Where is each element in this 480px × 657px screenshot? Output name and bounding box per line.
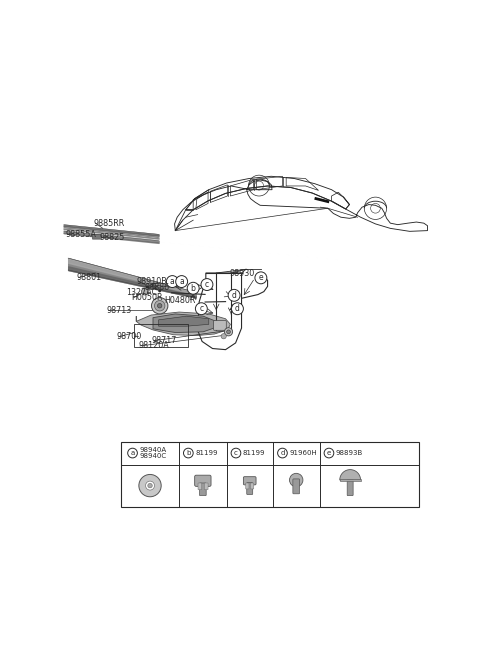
Circle shape xyxy=(142,288,148,295)
Text: 98700: 98700 xyxy=(117,332,142,342)
Polygon shape xyxy=(136,312,230,336)
Circle shape xyxy=(145,481,155,490)
FancyBboxPatch shape xyxy=(214,321,226,330)
Wedge shape xyxy=(340,470,360,480)
Circle shape xyxy=(155,300,165,311)
Text: 98825: 98825 xyxy=(99,233,124,242)
Text: 98801: 98801 xyxy=(77,273,102,282)
Text: 98855A: 98855A xyxy=(66,230,96,239)
Text: e: e xyxy=(259,273,263,283)
Circle shape xyxy=(158,289,161,292)
Circle shape xyxy=(231,303,243,315)
FancyBboxPatch shape xyxy=(246,483,249,489)
Circle shape xyxy=(221,334,226,339)
Circle shape xyxy=(176,276,188,288)
Bar xyxy=(121,442,419,507)
Text: d: d xyxy=(232,291,237,300)
Text: 98886: 98886 xyxy=(145,283,170,292)
FancyBboxPatch shape xyxy=(243,477,256,485)
Text: 98930: 98930 xyxy=(229,269,254,277)
Circle shape xyxy=(157,304,162,308)
FancyBboxPatch shape xyxy=(204,483,208,489)
Circle shape xyxy=(187,283,199,294)
Circle shape xyxy=(227,330,230,334)
FancyBboxPatch shape xyxy=(251,483,254,489)
Circle shape xyxy=(146,286,149,288)
Text: 98120A: 98120A xyxy=(138,342,169,350)
Circle shape xyxy=(183,448,193,458)
Text: 98940C: 98940C xyxy=(139,453,167,459)
FancyBboxPatch shape xyxy=(347,480,353,495)
Polygon shape xyxy=(153,314,216,332)
Circle shape xyxy=(228,289,240,302)
Text: c: c xyxy=(205,280,209,289)
Text: 98717: 98717 xyxy=(152,336,177,345)
Text: H0050R: H0050R xyxy=(132,294,163,302)
FancyBboxPatch shape xyxy=(92,235,101,239)
Text: 1327AC: 1327AC xyxy=(126,288,157,297)
Bar xyxy=(340,479,360,481)
FancyBboxPatch shape xyxy=(200,483,206,495)
Text: 98910B: 98910B xyxy=(136,277,167,286)
Text: 98893B: 98893B xyxy=(336,450,363,456)
Text: a: a xyxy=(131,450,135,456)
Text: 81199: 81199 xyxy=(243,450,265,456)
Text: b: b xyxy=(186,450,191,456)
Text: d: d xyxy=(280,450,285,456)
Text: H0480R: H0480R xyxy=(164,296,195,306)
Circle shape xyxy=(152,298,168,314)
Text: 91960H: 91960H xyxy=(289,450,317,456)
Text: a: a xyxy=(170,277,175,286)
Text: a: a xyxy=(179,277,184,286)
Text: 98940A: 98940A xyxy=(139,447,167,453)
Circle shape xyxy=(128,448,137,458)
Polygon shape xyxy=(158,316,209,327)
Text: 98713: 98713 xyxy=(107,306,132,315)
Circle shape xyxy=(255,272,267,284)
Circle shape xyxy=(139,474,161,497)
Text: 81199: 81199 xyxy=(195,450,217,456)
FancyBboxPatch shape xyxy=(198,483,202,489)
Circle shape xyxy=(324,448,334,458)
Text: e: e xyxy=(327,450,331,456)
Circle shape xyxy=(167,276,178,288)
FancyBboxPatch shape xyxy=(293,479,300,494)
Circle shape xyxy=(201,279,213,290)
Text: b: b xyxy=(191,284,196,293)
Circle shape xyxy=(289,473,303,487)
Circle shape xyxy=(195,303,207,315)
Text: d: d xyxy=(235,304,240,313)
Circle shape xyxy=(231,448,241,458)
Circle shape xyxy=(225,328,233,336)
Bar xyxy=(134,325,188,347)
FancyBboxPatch shape xyxy=(195,475,211,486)
Circle shape xyxy=(148,484,152,488)
Text: 9885RR: 9885RR xyxy=(94,219,125,228)
Circle shape xyxy=(277,448,288,458)
Text: c: c xyxy=(199,304,204,313)
Text: c: c xyxy=(234,450,238,456)
FancyBboxPatch shape xyxy=(247,483,252,495)
